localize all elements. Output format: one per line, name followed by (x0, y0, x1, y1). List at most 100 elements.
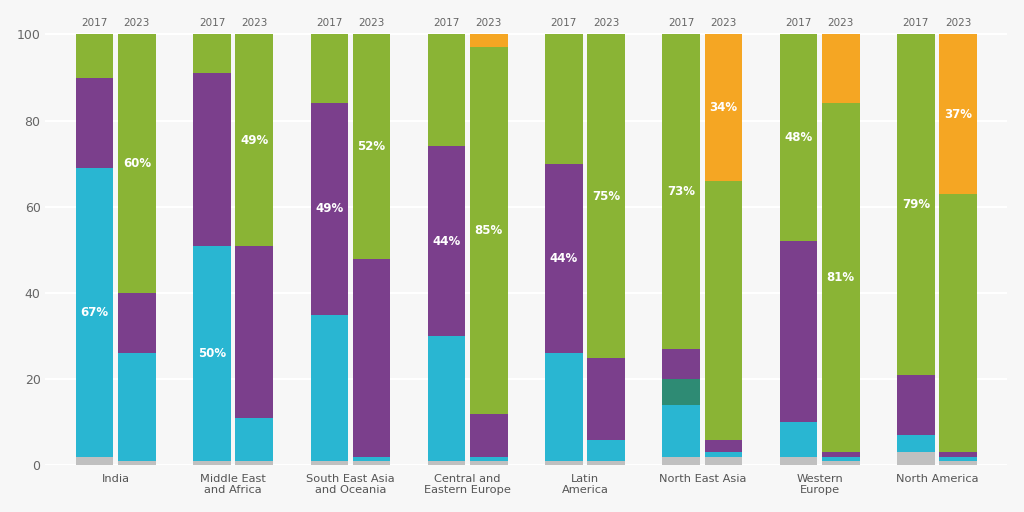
Bar (663, 349, 700, 379)
Bar (470, 414, 508, 457)
Bar (663, 405, 700, 457)
Text: 37%: 37% (944, 108, 972, 121)
Bar (705, 181, 742, 439)
Bar (822, 103, 859, 453)
Bar (545, 353, 583, 461)
Bar (779, 241, 817, 422)
Bar (822, 461, 859, 465)
Text: 2017: 2017 (902, 18, 929, 28)
Text: 2023: 2023 (827, 18, 854, 28)
Bar (705, 453, 742, 457)
Bar (352, 461, 390, 465)
Text: 73%: 73% (668, 185, 695, 198)
Text: 48%: 48% (784, 132, 813, 144)
Bar (588, 439, 625, 461)
Text: 2017: 2017 (199, 18, 225, 28)
Bar (194, 461, 230, 465)
Bar (897, 453, 935, 465)
Bar (939, 453, 977, 457)
Bar (779, 34, 817, 241)
Text: 49%: 49% (315, 202, 343, 216)
Bar (352, 259, 390, 457)
Bar (939, 461, 977, 465)
Bar (705, 34, 742, 181)
Text: 67%: 67% (81, 306, 109, 319)
Bar (545, 34, 583, 164)
Bar (897, 34, 935, 375)
Text: 2017: 2017 (785, 18, 812, 28)
Text: 79%: 79% (902, 198, 930, 211)
Bar (76, 77, 114, 168)
Bar (779, 422, 817, 457)
Text: 2017: 2017 (82, 18, 108, 28)
Text: 50%: 50% (198, 347, 226, 360)
Bar (236, 461, 273, 465)
Bar (310, 314, 348, 461)
Bar (194, 34, 230, 73)
Text: 81%: 81% (826, 271, 855, 285)
Bar (236, 418, 273, 461)
Bar (310, 103, 348, 314)
Bar (76, 34, 114, 77)
Bar (118, 34, 156, 293)
Bar (663, 379, 700, 405)
Bar (118, 353, 156, 461)
Bar (897, 375, 935, 435)
Bar (428, 34, 465, 146)
Bar (118, 461, 156, 465)
Bar (470, 457, 508, 461)
Bar (76, 457, 114, 465)
Bar (428, 146, 465, 336)
Text: 2023: 2023 (241, 18, 267, 28)
Bar (822, 34, 859, 103)
Bar (470, 47, 508, 414)
Text: 2017: 2017 (668, 18, 694, 28)
Text: 34%: 34% (710, 101, 737, 114)
Bar (76, 168, 114, 457)
Bar (705, 457, 742, 465)
Text: 2023: 2023 (711, 18, 736, 28)
Bar (236, 246, 273, 418)
Bar (897, 435, 935, 453)
Bar (194, 73, 230, 246)
Bar (939, 457, 977, 461)
Bar (428, 336, 465, 461)
Bar (705, 439, 742, 453)
Bar (310, 461, 348, 465)
Bar (939, 194, 977, 453)
Text: 75%: 75% (592, 189, 621, 203)
Text: 85%: 85% (475, 224, 503, 237)
Bar (545, 461, 583, 465)
Text: 2023: 2023 (475, 18, 502, 28)
Bar (428, 461, 465, 465)
Text: 2023: 2023 (358, 18, 385, 28)
Text: 44%: 44% (432, 235, 461, 248)
Bar (663, 34, 700, 349)
Bar (310, 34, 348, 103)
Bar (118, 293, 156, 353)
Text: 49%: 49% (240, 134, 268, 146)
Text: 2023: 2023 (945, 18, 971, 28)
Text: 52%: 52% (357, 140, 386, 153)
Text: 2017: 2017 (551, 18, 578, 28)
Bar (588, 358, 625, 439)
Bar (194, 246, 230, 461)
Bar (588, 34, 625, 358)
Bar (352, 34, 390, 259)
Text: 44%: 44% (550, 252, 578, 265)
Bar (822, 453, 859, 457)
Bar (822, 457, 859, 461)
Text: 2017: 2017 (316, 18, 342, 28)
Bar (236, 34, 273, 246)
Bar (939, 34, 977, 194)
Bar (588, 461, 625, 465)
Bar (470, 34, 508, 47)
Text: 2017: 2017 (433, 18, 460, 28)
Bar (545, 164, 583, 353)
Bar (663, 457, 700, 465)
Text: 2023: 2023 (593, 18, 620, 28)
Text: 60%: 60% (123, 157, 151, 170)
Bar (470, 461, 508, 465)
Bar (779, 457, 817, 465)
Bar (352, 457, 390, 461)
